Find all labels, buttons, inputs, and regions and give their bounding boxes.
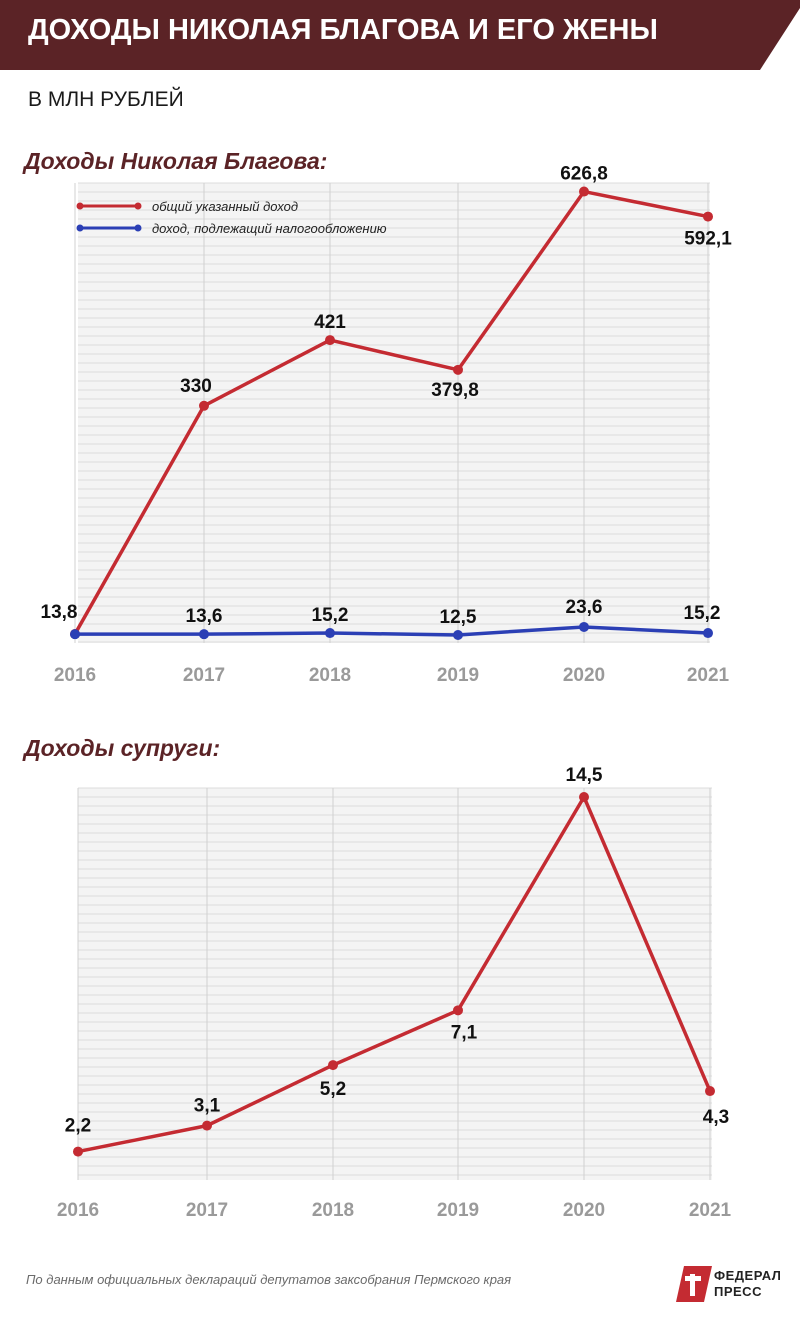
chart1-series-1-point-5 <box>703 628 713 639</box>
chart1-title: Доходы Николая Благова: <box>24 148 328 174</box>
chart2-series-0-point-2 <box>328 1060 338 1071</box>
federalpress-logo: ФЕДЕРАЛ ПРЕСС <box>676 1262 786 1306</box>
chart2-series-0-label-3: 7,1 <box>451 1022 478 1043</box>
chart1-series-0-point-2 <box>325 335 335 346</box>
chart1-series-1-label-1: 13,6 <box>186 606 223 627</box>
units-label: В МЛН РУБЛЕЙ <box>28 88 184 111</box>
chart1-series-0-label-5: 592,1 <box>684 229 732 250</box>
chart1-series-0-label-3: 379,8 <box>431 380 479 401</box>
logo-line2: ПРЕСС <box>714 1284 762 1299</box>
logo-icon <box>676 1266 712 1302</box>
chart2-x-tick-2020: 2020 <box>563 1200 605 1221</box>
chart1-series-1-label-5: 15,2 <box>684 603 721 624</box>
chart2-series-0-point-3 <box>453 1005 463 1016</box>
legend-series-0-dot-right <box>134 202 142 210</box>
legend-series-1-label: доход, подлежащий налогообложению <box>152 221 387 236</box>
chart1-series-0-label-4: 626,8 <box>560 164 608 185</box>
chart2-series-0-label-0: 2,2 <box>65 1116 91 1137</box>
page-title: ДОХОДЫ НИКОЛАЯ БЛАГОВА И ЕГО ЖЕНЫ <box>28 14 658 46</box>
chart-husband-income: 2016 2017 2018 2019 2020 2021 13,8 330 421 379,8 6… <box>41 164 733 686</box>
legend-series-1-dot-left <box>76 224 84 232</box>
chart2-title: Доходы супруги: <box>24 735 221 761</box>
legend-series-0-label: общий указанный доход <box>152 199 298 214</box>
legend-series-0-dot-left <box>76 202 84 210</box>
chart1-series-1-point-2 <box>325 628 335 639</box>
chart1-x-tick-2019: 2019 <box>437 665 479 686</box>
banner-shape <box>0 0 800 70</box>
chart1-series-1-point-0 <box>70 629 80 640</box>
chart1-series-1-point-1 <box>199 629 209 640</box>
chart1-x-tick-2018: 2018 <box>309 665 351 686</box>
chart2-x-tick-2018: 2018 <box>312 1200 354 1221</box>
chart1-x-tick-2016: 2016 <box>54 665 96 686</box>
chart2-series-0-label-4: 14,5 <box>566 765 603 786</box>
chart1-series-0-line <box>73 189 709 635</box>
legend-series-1-dot-right <box>134 224 142 232</box>
chart1-series-1-point-4 <box>579 621 589 632</box>
chart1-series-0-point-3 <box>453 364 463 375</box>
chart1-series-0-label-2: 421 <box>314 312 346 333</box>
chart1-series-1-label-3: 12,5 <box>440 607 477 628</box>
chart1-x-tick-2017: 2017 <box>183 665 225 686</box>
chart1-series-0-point-5 <box>703 211 713 222</box>
chart2-series-0-label-5: 4,3 <box>703 1107 729 1128</box>
chart1-x-tick-2020: 2020 <box>563 665 605 686</box>
chart2-x-tick-2016: 2016 <box>57 1200 99 1221</box>
source-note: По данным официальных деклараций депутат… <box>26 1272 512 1287</box>
logo-line1: ФЕДЕРАЛ <box>714 1268 782 1283</box>
chart2-series-0-label-1: 3,1 <box>194 1096 221 1117</box>
chart2-series-0-point-5 <box>705 1086 715 1097</box>
chart2-series-0-line <box>77 795 712 1154</box>
chart1-series-0-label-0: 13,8 <box>41 602 78 623</box>
chart2-x-tick-2019: 2019 <box>437 1200 479 1221</box>
chart1-series-0-label-1: 330 <box>180 376 212 397</box>
chart2-x-tick-2017: 2017 <box>186 1200 228 1221</box>
chart1-plot-bg <box>78 183 710 643</box>
chart1-series-1-line <box>75 625 709 637</box>
chart1-x-tick-2021: 2021 <box>687 665 730 686</box>
chart2-x-tick-2021: 2021 <box>689 1200 732 1221</box>
chart1-series-1-label-4: 23,6 <box>566 597 603 618</box>
chart2-series-0-point-4 <box>579 792 589 802</box>
chart2-series-0-point-1 <box>202 1120 212 1131</box>
chart1-series-1-point-3 <box>453 629 463 640</box>
chart1-series-0-point-4 <box>579 186 589 197</box>
header-banner: ДОХОДЫ НИКОЛАЯ БЛАГОВА И ЕГО ЖЕНЫ <box>0 0 800 70</box>
chart2-series-0-label-2: 5,2 <box>320 1079 346 1100</box>
chart1-series-0-point-1 <box>199 400 209 411</box>
chart2-series-0-point-0 <box>73 1146 83 1157</box>
chart1-series-1-label-2: 15,2 <box>312 605 349 626</box>
chart-wife-income: 2016 2017 2018 2019 2020 2021 2,2 3,1 5,2 7,1 14,5… <box>57 765 732 1221</box>
